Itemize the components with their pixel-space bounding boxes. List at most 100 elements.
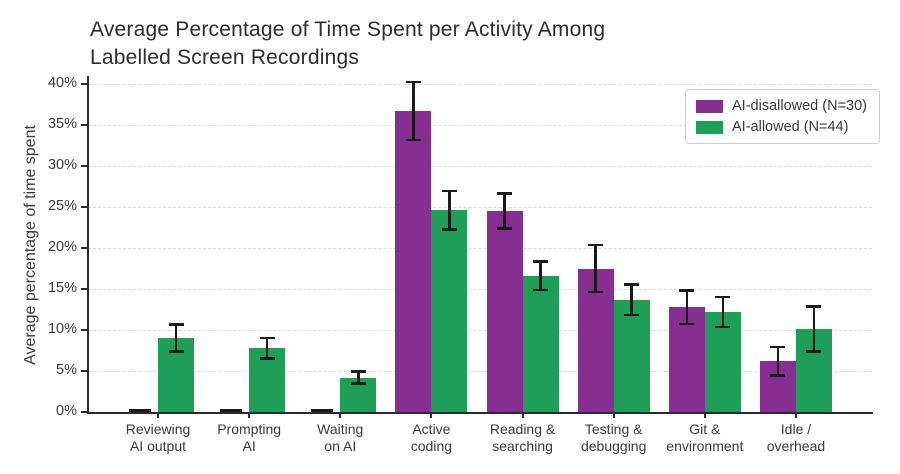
errorbar-stem <box>721 295 725 329</box>
errorbar-stem <box>685 289 689 326</box>
errorbar-cap-top <box>533 260 549 263</box>
gridline-15pct <box>88 289 872 290</box>
x-tick-label-reviewing-ai-output: Reviewing AI output <box>125 421 191 454</box>
y-tick-label-0pct: 0% <box>56 403 77 419</box>
bar-ai-allowed-active-coding <box>431 210 468 412</box>
y-tick-30pct <box>81 165 87 167</box>
errorbar-stem <box>539 260 542 292</box>
x-tick-reviewing-ai-output <box>157 412 159 418</box>
errorbar-cap-top <box>350 370 366 373</box>
errorbar-stem <box>776 345 780 377</box>
errorbar-stem <box>265 336 269 360</box>
errorbar-cap-top <box>679 289 695 292</box>
y-tick-40pct <box>81 83 87 85</box>
errorbar-ai-allowed-prompting-ai <box>259 336 275 360</box>
errorbar-cap-top <box>168 323 184 326</box>
errorbar-ai-disallowed-reading-searching <box>497 192 513 230</box>
bar-ai-disallowed-reviewing-ai-output <box>129 409 151 412</box>
errorbar-stem <box>174 323 178 353</box>
errorbar-ai-disallowed-active-coding <box>405 80 421 142</box>
x-tick-label-reading-searching: Reading & searching <box>489 421 556 454</box>
errorbar-ai-allowed-reading-searching <box>533 260 549 292</box>
errorbar-cap-bottom <box>405 138 421 142</box>
x-tick-label-git-environment: Git & environment <box>666 421 744 454</box>
errorbar-cap-bottom <box>624 313 640 317</box>
bar-ai-allowed-git-environment <box>704 311 741 412</box>
y-tick-label-10pct: 10% <box>47 321 77 337</box>
x-tick-label-testing-debugging: Testing & debugging <box>580 421 647 454</box>
x-tick-prompting-ai <box>248 412 251 418</box>
y-tick-label-25pct: 25% <box>47 198 77 214</box>
errorbar-cap-top <box>624 283 640 286</box>
errorbar-stem <box>630 283 633 317</box>
legend-label-ai-disallowed: AI-disallowed (N=30) <box>732 98 867 114</box>
gridline-35pct <box>88 125 872 126</box>
x-tick-label-idle-overhead: Idle / overhead <box>766 421 826 454</box>
errorbar-stem <box>448 189 451 231</box>
plot-area <box>88 76 872 412</box>
x-tick-testing-debugging <box>612 412 615 418</box>
y-tick-20pct <box>81 247 87 249</box>
gridline-5pct <box>88 371 872 372</box>
bar-ai-disallowed-reading-searching <box>486 211 523 412</box>
x-tick-label-prompting-ai: Prompting AI <box>217 421 282 454</box>
errorbar-cap-bottom <box>497 227 513 230</box>
y-tick-15pct <box>81 288 87 290</box>
y-tick-label-15pct: 15% <box>47 280 77 296</box>
legend: AI-disallowed (N=30) AI-allowed (N=44) <box>685 89 880 144</box>
x-tick-idle-overhead <box>794 412 797 418</box>
errorbar-cap-bottom <box>350 382 366 385</box>
gridline-20pct <box>88 248 872 249</box>
gridline-25pct <box>88 207 872 208</box>
errorbar-cap-bottom <box>770 374 786 377</box>
errorbar-ai-allowed-testing-debugging <box>624 283 640 317</box>
legend-swatch-ai-allowed <box>696 120 723 134</box>
errorbar-cap-top <box>806 305 822 308</box>
y-tick-35pct <box>81 124 87 126</box>
errorbar-cap-bottom <box>168 350 184 353</box>
x-tick-reading-searching <box>521 412 524 418</box>
errorbar-stem <box>812 305 816 353</box>
gridline-10pct <box>88 330 872 331</box>
x-tick-waiting-on-ai <box>339 412 342 418</box>
errorbar-cap-top <box>770 345 786 349</box>
x-tick-git-environment <box>703 412 706 418</box>
y-tick-label-5pct: 5% <box>56 362 77 378</box>
bar-ai-disallowed-active-coding <box>395 111 432 412</box>
bar-ai-allowed-reading-searching <box>522 275 559 412</box>
x-axis-line <box>87 412 873 414</box>
legend-label-ai-allowed: AI-allowed (N=44) <box>732 119 849 135</box>
x-tick-active-coding <box>430 412 433 418</box>
y-tick-5pct <box>81 370 87 372</box>
errorbar-cap-top <box>588 243 604 247</box>
errorbar-stem <box>412 80 415 142</box>
legend-item-ai-allowed: AI-allowed (N=44) <box>696 119 867 135</box>
errorbar-ai-allowed-git-environment <box>715 295 731 329</box>
errorbar-ai-allowed-active-coding <box>441 189 457 231</box>
errorbar-cap-bottom <box>715 325 731 329</box>
errorbar-cap-bottom <box>533 288 549 292</box>
y-tick-label-30pct: 30% <box>47 157 77 173</box>
errorbar-cap-bottom <box>259 357 275 360</box>
errorbar-cap-top <box>441 189 457 193</box>
y-tick-25pct <box>81 206 87 208</box>
chart-title: Average Percentage of Time Spent per Act… <box>90 18 606 69</box>
x-tick-label-active-coding: Active coding <box>410 421 453 454</box>
errorbar-cap-bottom <box>679 322 695 326</box>
y-tick-label-20pct: 20% <box>47 239 77 255</box>
legend-item-ai-disallowed: AI-disallowed (N=30) <box>696 98 867 114</box>
bar-ai-allowed-testing-debugging <box>613 299 650 412</box>
errorbar-cap-top <box>715 295 731 299</box>
y-tick-label-40pct: 40% <box>47 75 77 91</box>
errorbar-cap-top <box>497 192 513 195</box>
errorbar-cap-top <box>259 336 275 340</box>
y-tick-10pct <box>81 329 87 331</box>
errorbar-cap-bottom <box>806 350 822 353</box>
errorbar-ai-disallowed-git-environment <box>679 289 695 326</box>
y-tick-label-35pct: 35% <box>47 116 77 132</box>
legend-swatch-ai-disallowed <box>696 99 723 113</box>
errorbar-ai-allowed-reviewing-ai-output <box>168 323 184 353</box>
y-axis-line <box>87 76 89 413</box>
bar-ai-disallowed-prompting-ai <box>220 409 243 412</box>
